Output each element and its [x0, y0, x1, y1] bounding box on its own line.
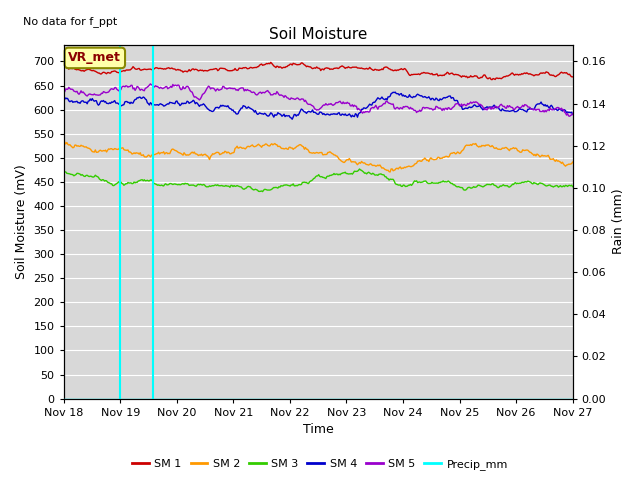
Text: VR_met: VR_met	[68, 51, 122, 64]
Y-axis label: Rain (mm): Rain (mm)	[612, 189, 625, 254]
Y-axis label: Soil Moisture (mV): Soil Moisture (mV)	[15, 164, 28, 279]
Text: No data for f_ppt: No data for f_ppt	[23, 16, 117, 27]
Title: Soil Moisture: Soil Moisture	[269, 27, 367, 42]
Legend: SM 1, SM 2, SM 3, SM 4, SM 5, Precip_mm: SM 1, SM 2, SM 3, SM 4, SM 5, Precip_mm	[128, 455, 512, 474]
X-axis label: Time: Time	[303, 423, 333, 436]
